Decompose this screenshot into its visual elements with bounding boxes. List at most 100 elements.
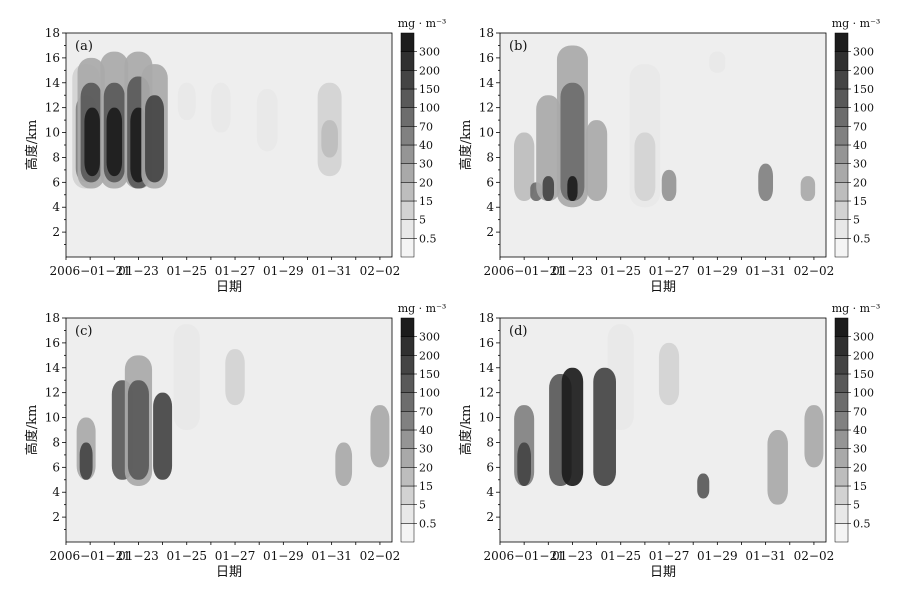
y-tick-label: 10 [479,411,494,425]
y-tick-label: 10 [479,126,494,140]
x-tick-label: 02−02 [794,549,835,563]
x-tick-label: 01−27 [649,264,690,278]
contour-region [211,82,231,133]
colorbar-segment [834,317,849,337]
y-tick-label: 18 [45,311,60,325]
colorbar-tick-label: 0.5 [853,517,871,530]
y-tick-label: 6 [486,175,494,189]
y-tick-label: 8 [486,150,494,164]
x-tick-label: 01−27 [215,549,256,563]
colorbar-segment [834,88,849,108]
colorbar-tick-label: 200 [419,349,440,362]
contour-region [145,95,165,183]
colorbar-tick-label: 0.5 [419,232,437,245]
x-tick-label: 02−02 [360,264,401,278]
colorbar-tick-label: 40 [853,139,867,152]
contour-region [767,430,788,505]
x-tick-label: 01−23 [118,549,159,563]
colorbar-tick-label: 70 [419,120,433,133]
colorbar-tick-label: 40 [419,139,433,152]
colorbar-segment [400,429,415,449]
y-tick-label: 2 [486,225,494,239]
contour-region [709,51,726,73]
contour-field [76,324,390,486]
colorbar-segment [400,448,415,468]
x-tick-label: 2006−01−21 [50,264,131,278]
contour-region [370,405,390,468]
colorbar-unit: mg · m⁻³ [398,302,447,315]
colorbar-tick-label: 30 [853,443,867,456]
contour-region [335,442,353,486]
colorbar-segment [834,373,849,393]
contour-region [153,392,173,480]
colorbar-tick-label: 200 [853,349,874,362]
colorbar-segment [834,485,849,505]
y-tick-label: 16 [45,336,60,350]
contour-field [513,45,816,208]
colorbar-segment [834,200,849,220]
y-tick-label: 18 [479,311,494,325]
colorbar-tick-label: 100 [853,387,874,400]
colorbar-segment [400,523,415,543]
colorbar-segment [400,355,415,375]
contour-region [593,367,616,486]
y-axis-label: 高度/km [458,120,474,171]
y-tick-label: 16 [45,51,60,65]
colorbar-segment [400,163,415,183]
contour-region [536,95,561,201]
contour-region [517,442,531,486]
colorbar-segment [400,32,415,52]
contour-region [173,324,200,430]
colorbar-tick-label: 40 [419,424,433,437]
y-tick-label: 4 [486,200,494,214]
x-axis-label: 日期 [650,565,676,580]
y-tick-label: 8 [52,150,60,164]
colorbar-segment [400,467,415,487]
colorbar-unit: mg · m⁻³ [398,17,447,30]
colorbar-tick-label: 150 [853,368,874,381]
colorbar-segment [400,70,415,90]
y-axis-label: 高度/km [458,405,474,456]
colorbar-tick-label: 150 [419,368,440,381]
contour-region [256,89,278,152]
y-tick-label: 16 [479,51,494,65]
colorbar-segment [834,70,849,90]
colorbar-segment [834,411,849,431]
x-tick-label: 01−23 [552,264,593,278]
y-tick-label: 18 [479,26,494,40]
y-tick-label: 18 [45,26,60,40]
colorbar-tick-label: 70 [419,405,433,418]
colorbar-segment [834,182,849,202]
colorbar-tick-label: 300 [853,331,874,344]
colorbar-tick-label: 5 [419,499,426,512]
contour-region [567,176,578,201]
colorbar-segment [834,51,849,71]
colorbar-segment [834,448,849,468]
x-tick-label: 02−02 [360,549,401,563]
contour-region [800,176,816,201]
colorbar-tick-label: 200 [853,64,874,77]
x-tick-label: 01−31 [745,549,786,563]
colorbar-tick-label: 70 [853,405,867,418]
colorbar-tick-label: 20 [419,461,433,474]
x-axis-label: 日期 [216,280,242,295]
colorbar-segment [400,238,415,258]
contour-region [758,163,774,201]
x-tick-label: 01−25 [600,549,641,563]
y-tick-label: 6 [52,460,60,474]
y-axis-label: 高度/km [24,405,40,456]
y-tick-label: 12 [479,101,494,115]
colorbar-segment [400,219,415,239]
contour-region [697,473,710,499]
x-tick-label: 01−29 [697,549,738,563]
panel-label: (d) [509,324,527,339]
colorbar-segment [834,336,849,356]
panel-label: (b) [509,39,527,54]
contour-field [72,51,342,189]
contour-region [560,82,585,201]
x-tick-label: 01−27 [649,549,690,563]
colorbar-tick-label: 15 [853,195,867,208]
colorbar-segment [834,467,849,487]
